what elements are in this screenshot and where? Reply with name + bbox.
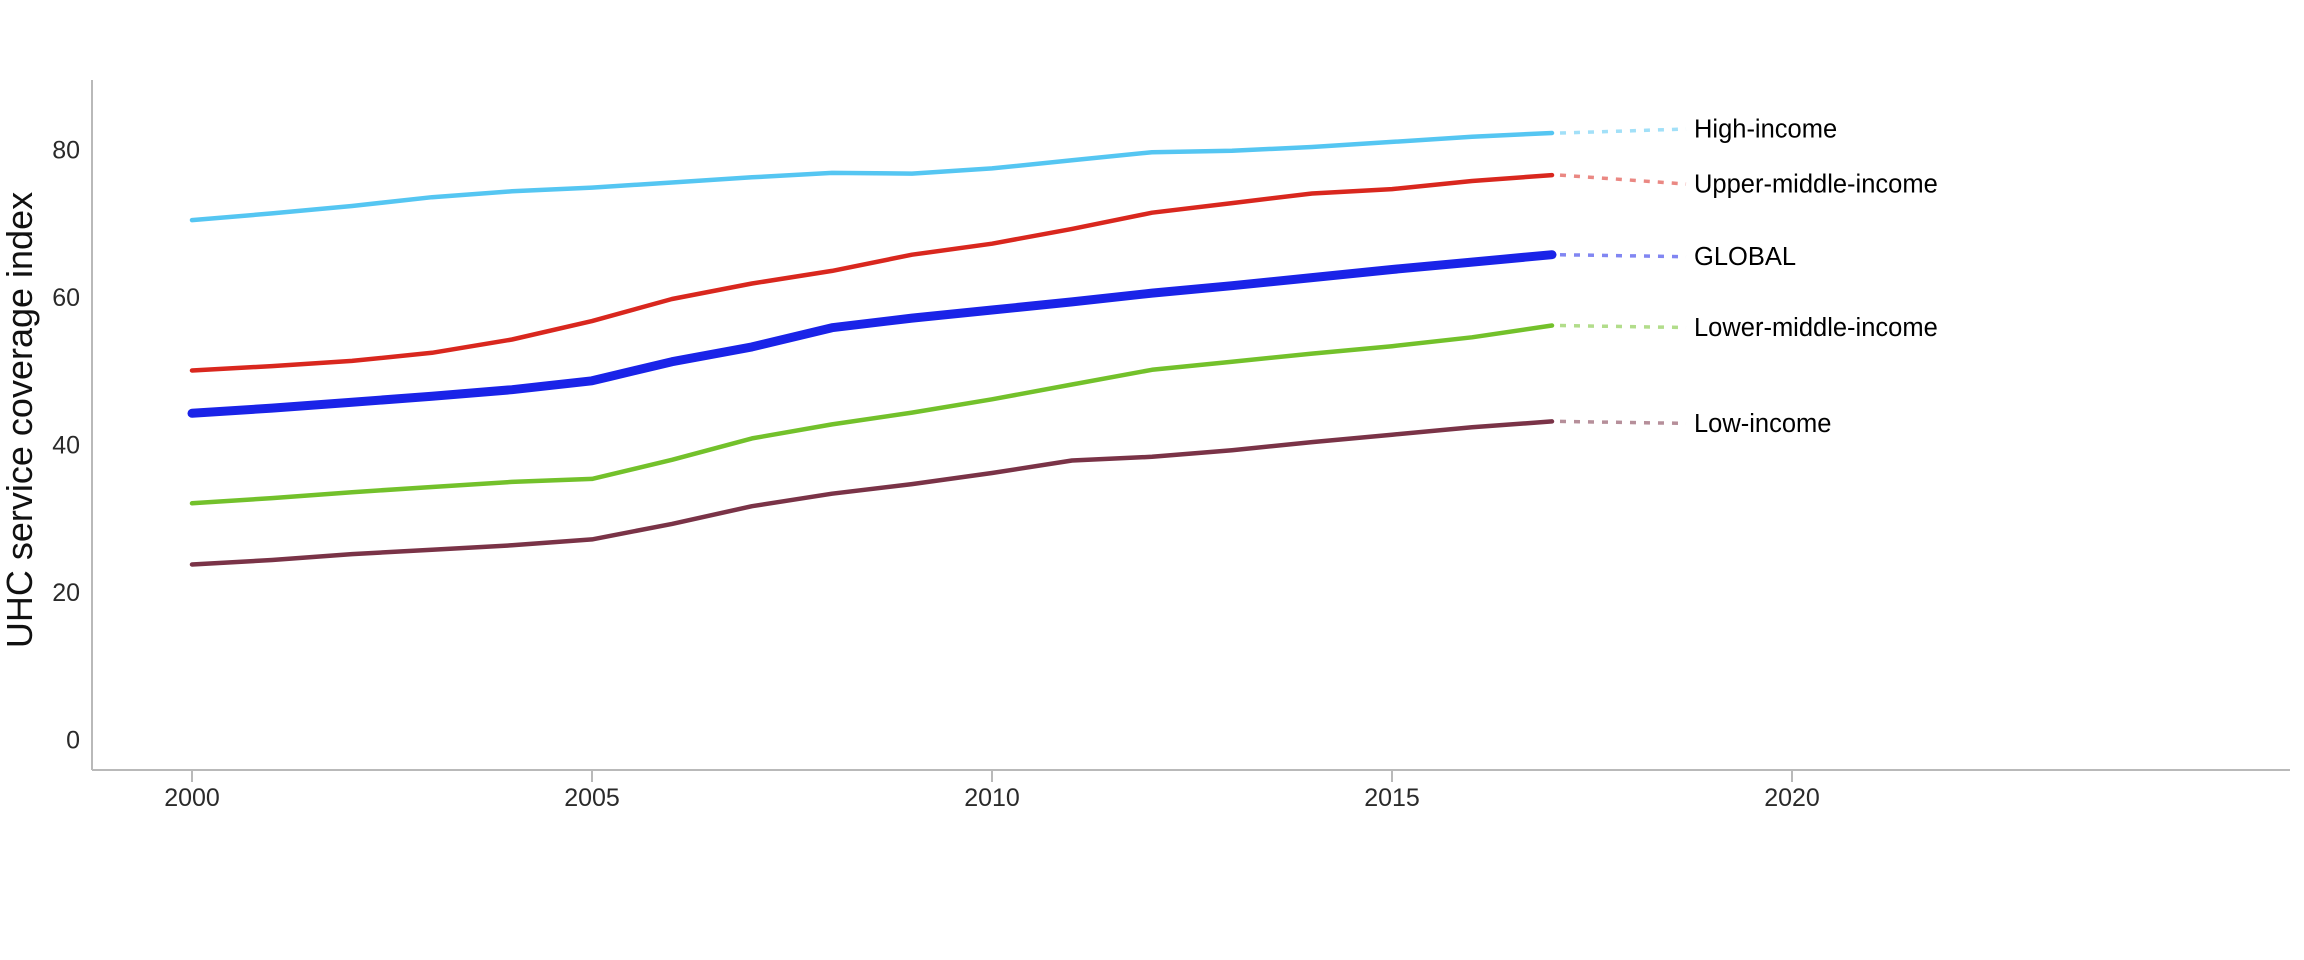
leader-line-high-income	[1559, 127, 1687, 135]
series-label-upper-middle-income: Upper-middle-income	[1694, 171, 1938, 199]
series-label-low-income: Low-income	[1694, 410, 1831, 438]
leader-line-low-income	[1559, 419, 1687, 426]
series-line-global	[187, 250, 1557, 418]
series-label-high-income: High-income	[1694, 116, 1837, 144]
series-line-lower-middle-income	[189, 323, 1555, 506]
y-tick-label-80: 80	[52, 137, 80, 165]
y-axis-ticks: 0 20 40 60 80	[52, 137, 80, 755]
series-line-upper-middle-income	[189, 172, 1555, 373]
y-tick-label-20: 20	[52, 579, 80, 607]
leader-line-lower-middle-income	[1559, 323, 1687, 330]
x-axis-ticks: 2000 2005 2010 2015 2020	[164, 770, 1820, 812]
x-tick-label-2020: 2020	[1764, 784, 1820, 812]
y-tick-label-40: 40	[52, 432, 80, 460]
series-leader-lines	[1559, 127, 1687, 426]
leader-line-global	[1559, 252, 1687, 259]
y-tick-label-0: 0	[66, 727, 80, 755]
x-tick-label-2010: 2010	[964, 784, 1020, 812]
y-axis-title: UHC service coverage index	[0, 192, 40, 648]
y-tick-label-60: 60	[52, 284, 80, 312]
series-line-high-income	[189, 130, 1555, 223]
series-end-labels: High-income Upper-middle-income GLOBAL Lowe…	[1694, 116, 1938, 438]
series-line-low-income	[189, 419, 1555, 567]
leader-line-upper-middle-income	[1559, 173, 1687, 186]
series-label-global: GLOBAL	[1694, 243, 1796, 271]
x-tick-label-2000: 2000	[164, 784, 220, 812]
x-tick-label-2005: 2005	[564, 784, 620, 812]
series-lines	[187, 130, 1557, 567]
series-label-lower-middle-income: Lower-middle-income	[1694, 314, 1938, 342]
x-tick-label-2015: 2015	[1364, 784, 1420, 812]
